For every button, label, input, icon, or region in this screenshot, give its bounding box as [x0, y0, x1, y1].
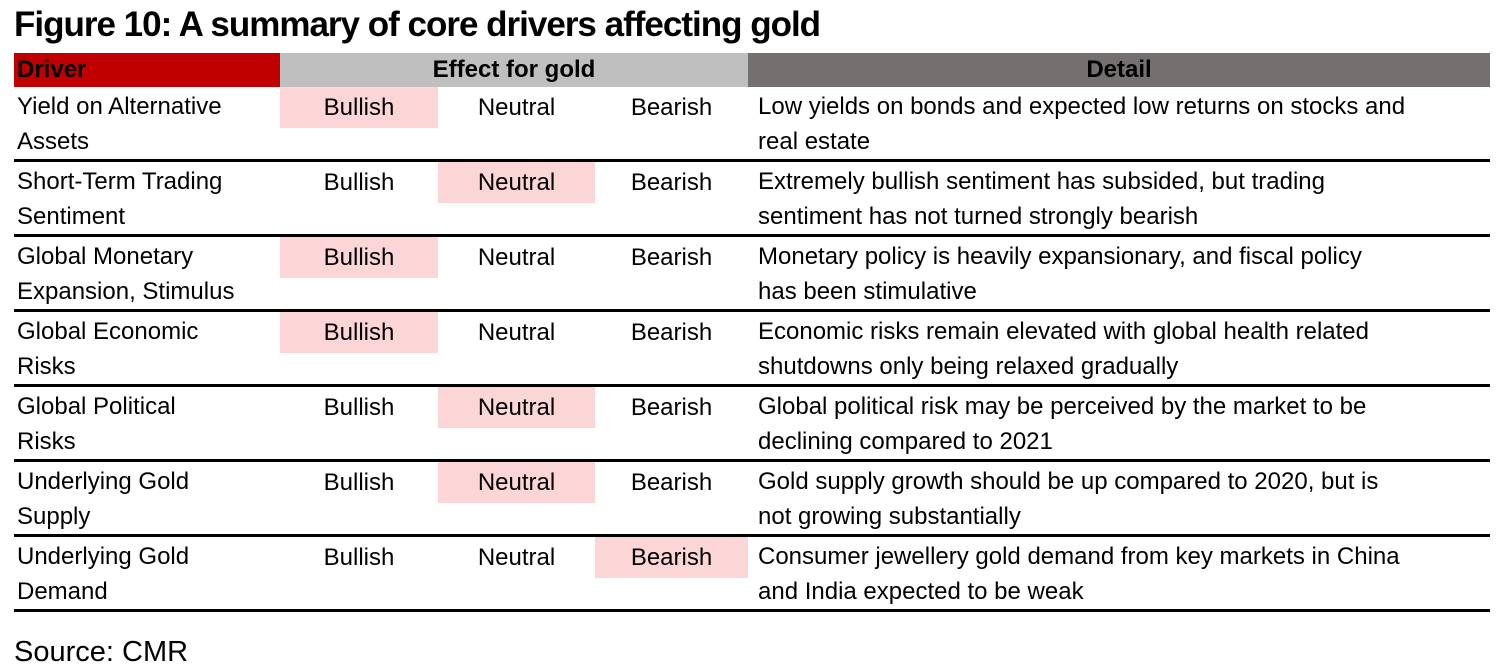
effect-cell-neutral: Neutral	[438, 312, 595, 384]
effect-option: Bearish	[630, 94, 713, 121]
effect-option-selected: Neutral	[438, 387, 595, 428]
drivers-table: Driver Effect for gold Detail Yield on A…	[14, 53, 1490, 612]
effect-cell-neutral: Neutral	[438, 162, 595, 234]
effect-cell-bullish: Bullish	[280, 462, 438, 534]
driver-cell: Underlying Gold Supply	[17, 468, 190, 530]
effect-option: Bearish	[630, 244, 713, 271]
column-header-detail: Detail	[748, 53, 1490, 87]
effect-option: Neutral	[477, 94, 556, 121]
figure-title: Figure 10: A summary of core drivers aff…	[14, 5, 821, 44]
driver-cell: Global Economic Risks	[17, 318, 199, 380]
detail-cell: Extremely bullish sentiment has subsided…	[758, 168, 1325, 230]
effect-option: Bullish	[323, 394, 395, 421]
column-header-driver: Driver	[14, 53, 280, 87]
effect-cell-bearish: Bearish	[595, 312, 748, 384]
effect-option-selected: Neutral	[438, 462, 595, 503]
effect-cell-bearish: Bearish	[595, 462, 748, 534]
detail-cell: Low yields on bonds and expected low ret…	[758, 93, 1406, 155]
effect-cell-bearish: Bearish	[595, 87, 748, 159]
driver-cell: Yield on Alternative Assets	[17, 93, 222, 155]
effect-option: Neutral	[477, 544, 556, 571]
effect-cell-bullish: Bullish	[280, 162, 438, 234]
table-row: Global Economic Risks Bullish Neutral Bear…	[14, 312, 1490, 387]
table-row: Underlying Gold Supply Bullish Neutral Bea…	[14, 462, 1490, 537]
effect-option-selected: Bullish	[280, 312, 438, 353]
effect-cell-neutral: Neutral	[438, 537, 595, 609]
source-note: Source: CMR	[14, 636, 189, 668]
effect-cell-bearish: Bearish	[595, 387, 748, 459]
driver-cell: Global Monetary Expansion, Stimulus	[17, 243, 235, 305]
effect-cell-bullish: Bullish	[280, 312, 438, 384]
effect-cell-neutral: Neutral	[438, 387, 595, 459]
effect-option: Neutral	[477, 319, 556, 346]
driver-cell: Short-Term Trading Sentiment	[17, 168, 223, 230]
effect-option: Bullish	[323, 469, 395, 496]
effect-option-selected: Neutral	[438, 162, 595, 203]
effect-cell-bullish: Bullish	[280, 87, 438, 159]
effect-cell-bearish: Bearish	[595, 537, 748, 609]
driver-cell: Underlying Gold Demand	[17, 543, 190, 605]
detail-cell: Consumer jewellery gold demand from key …	[758, 543, 1400, 605]
effect-cell-bullish: Bullish	[280, 537, 438, 609]
effect-cell-bullish: Bullish	[280, 387, 438, 459]
column-header-effect: Effect for gold	[280, 53, 748, 87]
effect-option: Bullish	[323, 544, 395, 571]
table-row: Short-Term Trading Sentiment Bullish Neut…	[14, 162, 1490, 237]
effect-option: Bearish	[630, 394, 713, 421]
table-body: Yield on Alternative Assets Bullish Neutr…	[14, 87, 1490, 612]
table-header-row: Driver Effect for gold Detail	[14, 53, 1490, 87]
table-row: Global Monetary Expansion, Stimulus Bull…	[14, 237, 1490, 312]
table-row: Underlying Gold Demand Bullish Neutral Bea…	[14, 537, 1490, 612]
detail-cell: Economic risks remain elevated with glob…	[758, 318, 1369, 380]
effect-cell-bullish: Bullish	[280, 237, 438, 309]
effect-option-selected: Bearish	[595, 537, 748, 578]
effect-cell-bearish: Bearish	[595, 237, 748, 309]
figure-container: Figure 10: A summary of core drivers aff…	[14, 4, 1490, 669]
detail-cell: Monetary policy is heavily expansionary,…	[758, 243, 1362, 305]
effect-option: Bullish	[323, 169, 395, 196]
table-row: Global Political Risks Bullish Neutral Bea…	[14, 387, 1490, 462]
effect-option: Bearish	[630, 469, 713, 496]
driver-cell: Global Political Risks	[17, 393, 176, 455]
effect-cell-neutral: Neutral	[438, 237, 595, 309]
effect-option-selected: Bullish	[280, 237, 438, 278]
effect-cell-neutral: Neutral	[438, 462, 595, 534]
effect-option-selected: Bullish	[280, 87, 438, 128]
effect-option: Neutral	[477, 244, 556, 271]
effect-cell-neutral: Neutral	[438, 87, 595, 159]
table-row: Yield on Alternative Assets Bullish Neutr…	[14, 87, 1490, 162]
detail-cell: Global political risk may be perceived b…	[758, 393, 1367, 455]
effect-cell-bearish: Bearish	[595, 162, 748, 234]
effect-option: Bearish	[630, 319, 713, 346]
detail-cell: Gold supply growth should be up compared…	[758, 468, 1379, 530]
effect-option: Bearish	[630, 169, 713, 196]
